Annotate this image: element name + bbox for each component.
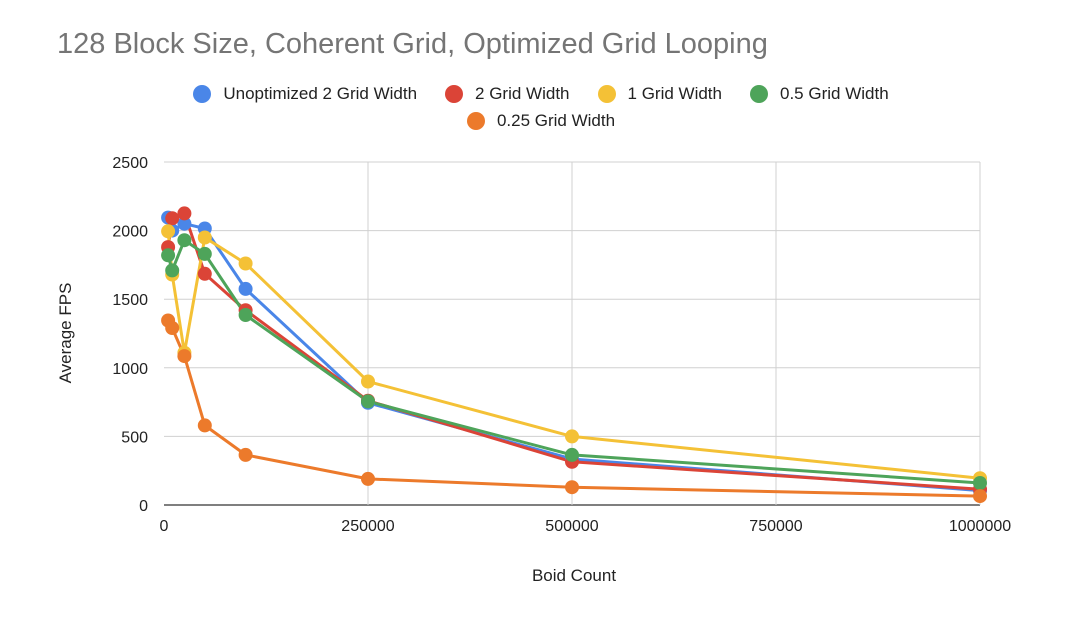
y-tick-label: 0 <box>139 498 148 515</box>
y-tick-label: 500 <box>121 429 148 446</box>
y-tick-label: 1000 <box>112 361 148 378</box>
legend-label-3: 0.5 Grid Width <box>780 84 889 103</box>
data-point-1[interactable] <box>197 266 212 281</box>
legend-row-1: Unoptimized 2 Grid Width 2 Grid Width 1 … <box>0 84 1082 104</box>
legend-item-0-25-grid-width[interactable]: 0.25 Grid Width <box>466 111 616 131</box>
data-point-4[interactable] <box>165 321 180 335</box>
y-tick-labels: 0 500 1000 1500 2000 2500 <box>112 155 148 515</box>
y-tick-label: 2500 <box>112 155 148 172</box>
data-point-4[interactable] <box>177 349 192 364</box>
y-axis-label: Average FPS <box>56 283 75 384</box>
y-tick-label: 2000 <box>112 224 148 241</box>
series-line-3 <box>166 238 981 485</box>
legend-marker-1 <box>445 85 464 103</box>
legend-marker-3 <box>750 85 768 103</box>
data-point-1[interactable] <box>165 211 180 226</box>
x-tick-label: 0 <box>160 518 169 535</box>
legend-item-2-grid-width[interactable]: 2 Grid Width <box>445 84 570 104</box>
series-line-1 <box>166 211 981 491</box>
x-tick-label: 500000 <box>545 518 598 535</box>
legend-item-unoptimized-2-grid-width[interactable]: Unoptimized 2 Grid Width <box>193 84 417 104</box>
legend-item-1-grid-width[interactable]: 1 Grid Width <box>597 84 722 104</box>
data-point-4[interactable] <box>565 480 579 495</box>
data-point-2[interactable] <box>197 230 212 245</box>
data-point-2[interactable] <box>361 374 375 389</box>
data-point-3[interactable] <box>177 233 192 248</box>
data-point-4[interactable] <box>238 447 253 462</box>
data-point-4[interactable] <box>361 471 375 486</box>
x-tick-labels: 0 250000 500000 750000 1000000 <box>160 518 1012 535</box>
x-tick-label: 750000 <box>749 518 802 535</box>
data-point-2[interactable] <box>565 429 579 444</box>
legend-label-1: 2 Grid Width <box>475 84 570 103</box>
legend-item-0-5-grid-width[interactable]: 0.5 Grid Width <box>750 84 889 104</box>
series-line-2 <box>166 231 981 480</box>
legend-row-2: 0.25 Grid Width <box>0 111 1082 131</box>
data-point-3[interactable] <box>238 308 253 322</box>
legend-marker-2 <box>597 85 616 103</box>
data-point-3[interactable] <box>165 263 180 278</box>
legend-label-4: 0.25 Grid Width <box>496 111 616 130</box>
data-point-4[interactable] <box>197 418 212 433</box>
gridlines <box>164 161 981 506</box>
data-point-0[interactable] <box>238 281 253 296</box>
data-point-4[interactable] <box>973 489 987 504</box>
chart-title: 128 Block Size, Coherent Grid, Optimized… <box>57 28 768 60</box>
legend-marker-0 <box>193 85 212 103</box>
data-point-3[interactable] <box>361 394 375 409</box>
data-point-2[interactable] <box>161 224 176 239</box>
x-tick-label: 250000 <box>341 518 394 535</box>
data-point-2[interactable] <box>238 256 253 271</box>
series-points <box>161 206 987 504</box>
data-point-3[interactable] <box>565 447 579 462</box>
x-axis-label: Boid Count <box>532 566 616 585</box>
data-point-1[interactable] <box>177 206 192 221</box>
y-tick-label: 1500 <box>112 292 148 309</box>
x-tick-label: 1000000 <box>949 518 1011 535</box>
data-point-0[interactable] <box>177 216 192 231</box>
legend-label-0: Unoptimized 2 Grid Width <box>223 84 418 103</box>
data-point-3[interactable] <box>973 476 987 490</box>
legend-label-2: 1 Grid Width <box>627 84 722 103</box>
data-point-3[interactable] <box>197 246 212 261</box>
data-point-3[interactable] <box>161 248 176 263</box>
legend-marker-4 <box>466 112 485 130</box>
